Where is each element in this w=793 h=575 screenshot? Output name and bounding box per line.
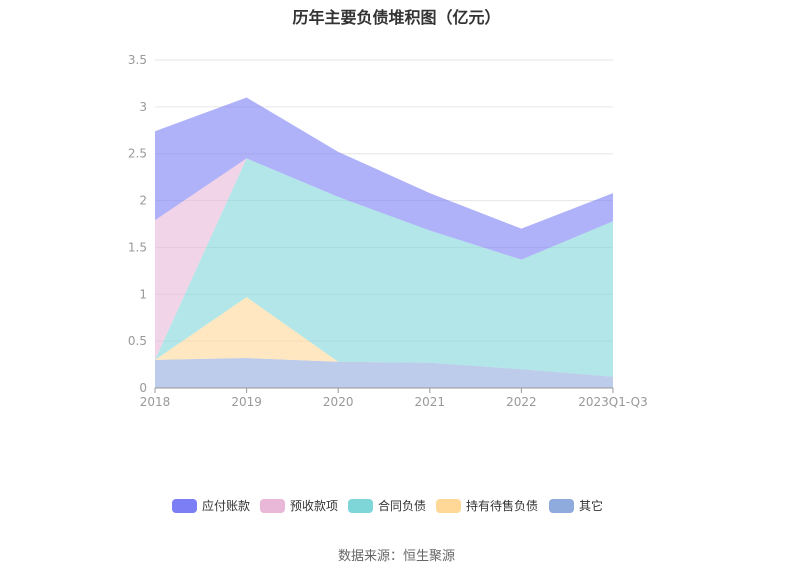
x-tick-label: 2021 — [415, 395, 446, 409]
area-2 — [155, 158, 613, 377]
x-tick-label: 2023Q1-Q3 — [578, 395, 647, 409]
y-tick-label: 2 — [139, 194, 147, 208]
legend-label: 应付账款 — [202, 498, 250, 513]
x-tick-label: 2022 — [506, 395, 537, 409]
area-series — [155, 97, 613, 388]
legend-swatch — [436, 499, 461, 513]
legend-label: 持有待售负债 — [466, 498, 538, 513]
legend-swatch — [549, 499, 574, 513]
y-tick-label: 0 — [139, 381, 147, 395]
x-tick-label: 2020 — [323, 395, 354, 409]
y-tick-label: 0.5 — [128, 334, 147, 348]
legend-swatch — [260, 499, 285, 513]
area-0 — [155, 358, 613, 388]
y-tick-label: 3 — [139, 100, 147, 114]
x-tick-label: 2019 — [231, 395, 262, 409]
y-tick-label: 1.5 — [128, 240, 147, 254]
legend-item[interactable]: 持有待售负债 — [436, 498, 538, 513]
legend-label: 合同负债 — [378, 498, 426, 513]
area-4 — [155, 97, 613, 260]
chart-title: 历年主要负债堆积图（亿元） — [292, 8, 501, 27]
data-source: 数据来源：恒生聚源 — [337, 549, 455, 564]
x-tick-label: 2018 — [140, 395, 171, 409]
legend-swatch — [172, 499, 197, 513]
area-1 — [155, 297, 613, 377]
legend-label: 预收款项 — [290, 499, 338, 513]
legend-item[interactable]: 其它 — [549, 498, 603, 513]
y-tick-label: 1 — [139, 287, 147, 301]
legend: 应付账款 预收款项 合同负债 持有待售负债 其它 — [172, 498, 603, 513]
legend-item[interactable]: 预收款项 — [260, 499, 338, 513]
legend-swatch — [348, 499, 373, 513]
y-tick-label: 2.5 — [128, 147, 147, 161]
legend-item[interactable]: 应付账款 — [172, 498, 250, 513]
axes: 0 0.5 1 1.5 2 2.5 3 3.5 2018 2019 2020 2021 2022 2023… — [128, 53, 648, 409]
y-tick-label: 3.5 — [128, 53, 147, 67]
legend-item[interactable]: 合同负债 — [348, 498, 426, 513]
legend-label: 其它 — [579, 498, 603, 513]
